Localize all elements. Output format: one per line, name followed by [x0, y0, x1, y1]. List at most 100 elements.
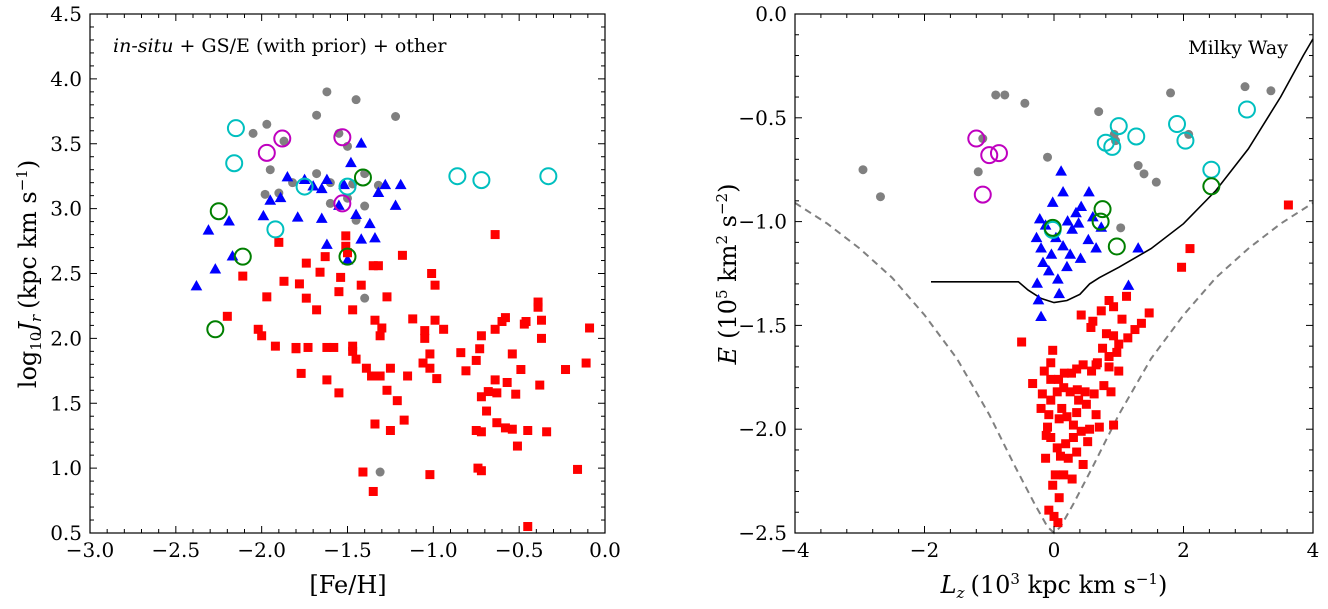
right-point-red	[1046, 374, 1056, 384]
right-point-red	[1099, 381, 1109, 391]
left-point-red	[348, 346, 358, 356]
right-point-cyan-ring	[1127, 127, 1146, 146]
right-point-red	[1072, 385, 1082, 395]
right-point-red	[1089, 389, 1099, 399]
right-point-red	[1109, 331, 1119, 341]
left-point-blue	[315, 182, 328, 194]
left-point-red	[392, 396, 402, 406]
right-point-blue	[1033, 213, 1046, 224]
right-point-blue	[1055, 165, 1067, 176]
left-point-red	[375, 371, 385, 381]
right-point-green-ring	[1093, 200, 1112, 219]
left-point-blue	[389, 199, 402, 210]
left-ylabel-exp: −1	[13, 169, 31, 191]
right-point-cyan-ring	[1176, 131, 1195, 150]
left-point-red	[561, 365, 571, 375]
right-point-red	[1085, 424, 1095, 434]
right-point-gray	[1043, 152, 1053, 162]
left-panel: −3.0 −2.5 −2.0 −1.5 −1.0 −0.5 0.0 0.5 1.0 1.5 2.0 2…	[13, 2, 621, 599]
right-point-red	[1054, 493, 1064, 503]
left-point-red	[456, 348, 466, 358]
left-point-red	[270, 341, 280, 351]
right-y-axis-label: E (105 km2 s−2)	[713, 184, 742, 366]
left-point-blue	[350, 208, 362, 220]
right-annotation: Milky Way	[1188, 37, 1288, 59]
left-point-gray	[262, 119, 272, 129]
left-x-tick-label: 0.0	[589, 538, 621, 562]
left-point-red	[361, 363, 371, 373]
right-point-red	[1081, 399, 1091, 409]
left-point-blue	[321, 238, 333, 249]
right-point-red	[1046, 358, 1056, 368]
left-point-red	[373, 261, 383, 271]
left-x-tick-label: −3.0	[66, 538, 115, 562]
right-point-cyan-ring	[1237, 100, 1256, 119]
right-point-gray	[1020, 98, 1030, 108]
left-point-red	[536, 315, 546, 325]
right-point-blue	[1072, 217, 1085, 228]
left-point-green-ring	[338, 247, 357, 266]
right-point-gray	[991, 90, 1001, 100]
right-point-blue	[1057, 186, 1069, 197]
left-annotation: in-situ + GS/E (with prior) + other	[113, 35, 447, 57]
left-point-red	[341, 241, 351, 251]
left-point-blue	[202, 224, 215, 235]
left-point-red	[262, 292, 272, 302]
left-point-red	[425, 470, 435, 480]
left-point-blue	[209, 263, 222, 274]
left-point-red	[238, 271, 248, 281]
right-ticks: −4 −2 0 2 4 −2.5 −2.0 −1.5 −1.0 −0.5 0.0	[738, 2, 1319, 562]
right-point-green-ring	[1202, 177, 1221, 196]
right-point-red	[1086, 322, 1096, 332]
left-point-gray	[375, 467, 385, 477]
left-point-green-ring	[206, 320, 225, 339]
right-curves	[794, 38, 1314, 535]
right-point-red	[1076, 310, 1086, 320]
right-point-blue	[1046, 196, 1059, 207]
right-point-red	[1043, 422, 1053, 432]
right-point-cyan-ring	[1202, 160, 1221, 179]
right-x-tick-label: 4	[1307, 538, 1320, 562]
left-point-gray	[360, 293, 370, 303]
left-point-red	[420, 333, 430, 343]
right-point-red	[1072, 364, 1082, 374]
left-point-blue	[379, 178, 392, 190]
right-ylabel-rest2: s	[714, 215, 742, 235]
left-point-blue	[341, 254, 354, 265]
right-point-blue	[1132, 242, 1145, 253]
left-point-red	[418, 358, 428, 368]
right-point-gray	[1139, 169, 1149, 179]
left-y-tick-label: 4.0	[50, 67, 82, 91]
left-point-blue	[372, 186, 385, 197]
right-point-red	[1109, 420, 1119, 430]
left-point-red	[301, 258, 311, 268]
left-point-red	[476, 392, 486, 402]
right-point-blue	[1042, 264, 1055, 276]
right-point-red	[1112, 347, 1122, 357]
right-point-blue	[1122, 279, 1135, 290]
right-line-boundary-solid	[931, 38, 1314, 304]
right-point-blue	[1053, 287, 1066, 299]
left-point-red	[507, 349, 517, 359]
left-point-blue	[363, 217, 376, 229]
left-point-red	[399, 415, 409, 425]
left-point-red	[502, 377, 512, 387]
right-point-red	[1109, 302, 1119, 312]
left-y-tick-label: 3.5	[50, 132, 82, 156]
left-point-blue	[355, 137, 368, 148]
left-point-red	[533, 297, 543, 307]
right-point-red	[1044, 505, 1054, 515]
left-point-gray	[325, 198, 335, 208]
right-ylabel-var: E	[714, 346, 742, 365]
left-y-tick-label: 1.0	[50, 456, 82, 480]
left-point-red	[375, 331, 385, 341]
left-point-blue	[315, 212, 328, 223]
left-point-blue	[274, 191, 287, 203]
left-point-red	[329, 342, 339, 352]
left-point-red	[581, 358, 591, 368]
right-point-red	[1087, 366, 1097, 376]
right-xlabel-var: L	[940, 571, 957, 599]
right-xlabel-exp: 3	[1010, 570, 1020, 588]
right-plot-area	[858, 82, 1293, 528]
right-x-tick-label: −4	[780, 538, 809, 562]
